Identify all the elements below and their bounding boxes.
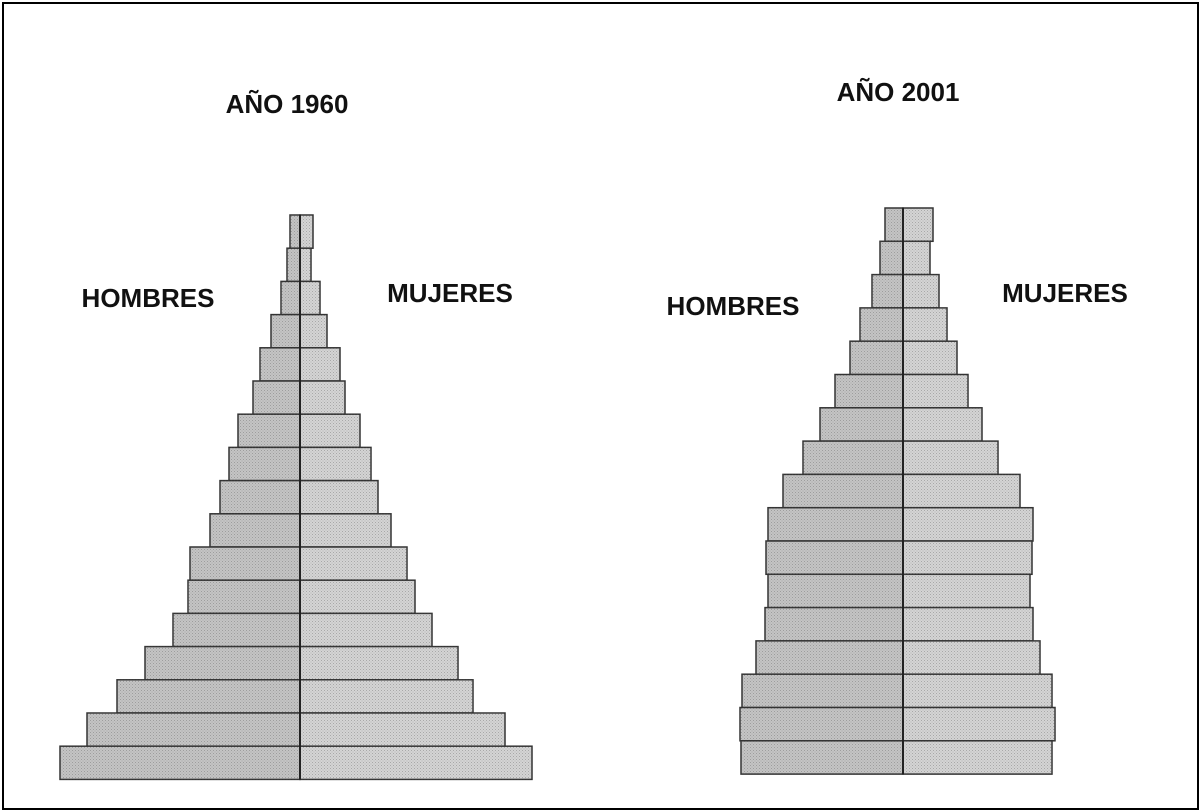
bar [764, 606, 904, 642]
bar [849, 340, 904, 376]
bar [299, 280, 321, 316]
bar [739, 706, 904, 742]
bar [299, 247, 312, 283]
bar [299, 612, 433, 648]
bar [209, 513, 301, 548]
bar [299, 645, 459, 681]
bar [902, 407, 983, 442]
bar [902, 473, 1021, 509]
bar [172, 612, 301, 648]
bar [802, 440, 904, 476]
bar [219, 479, 301, 515]
bar [228, 446, 301, 482]
bar [819, 407, 904, 442]
bar [144, 645, 301, 681]
bar [299, 347, 341, 382]
bar [299, 214, 314, 249]
bar [299, 513, 392, 548]
bar [299, 579, 416, 615]
bar [755, 640, 904, 675]
bar [299, 413, 361, 449]
bar [289, 214, 301, 249]
bar [740, 740, 904, 775]
legend-label: HOMBRES [82, 283, 215, 313]
bar [237, 413, 301, 449]
legend-label: HOMBRES [667, 291, 800, 321]
bar [902, 207, 934, 243]
bar [86, 712, 301, 747]
bar [189, 546, 301, 581]
bar [902, 706, 1056, 742]
bar [871, 273, 904, 309]
bar [902, 573, 1031, 609]
bar [902, 307, 948, 342]
bar [902, 440, 999, 476]
bar [280, 280, 301, 316]
bar [902, 673, 1053, 709]
bar [902, 740, 1053, 775]
bar [116, 679, 301, 714]
bar [902, 506, 1034, 542]
bar [879, 240, 904, 276]
bar [59, 745, 301, 781]
bar [884, 207, 904, 243]
chart-title: AÑO 2001 [837, 77, 960, 107]
bar [902, 240, 931, 276]
bar [187, 579, 301, 615]
bar [299, 380, 346, 415]
bar [299, 679, 474, 714]
bar [902, 273, 940, 309]
bar [834, 373, 904, 409]
bar [259, 347, 301, 382]
bar [902, 373, 969, 409]
bar [782, 473, 904, 509]
legend-label: MUJERES [1002, 278, 1128, 308]
bar [299, 546, 408, 581]
chart-title: AÑO 1960 [226, 89, 349, 119]
bar [767, 506, 904, 542]
bar [902, 340, 958, 376]
bar [902, 640, 1041, 675]
bar [765, 540, 904, 576]
bar [299, 479, 379, 515]
bar [767, 573, 904, 609]
bar [741, 673, 904, 709]
bar [270, 313, 301, 349]
bar [859, 307, 904, 342]
bar [299, 745, 533, 781]
bar [299, 712, 506, 747]
bar [286, 247, 301, 283]
bar [299, 446, 372, 482]
bar [252, 380, 301, 415]
legend-label: MUJERES [387, 278, 513, 308]
bar [299, 313, 328, 349]
bar [902, 606, 1034, 642]
bar [902, 540, 1033, 576]
